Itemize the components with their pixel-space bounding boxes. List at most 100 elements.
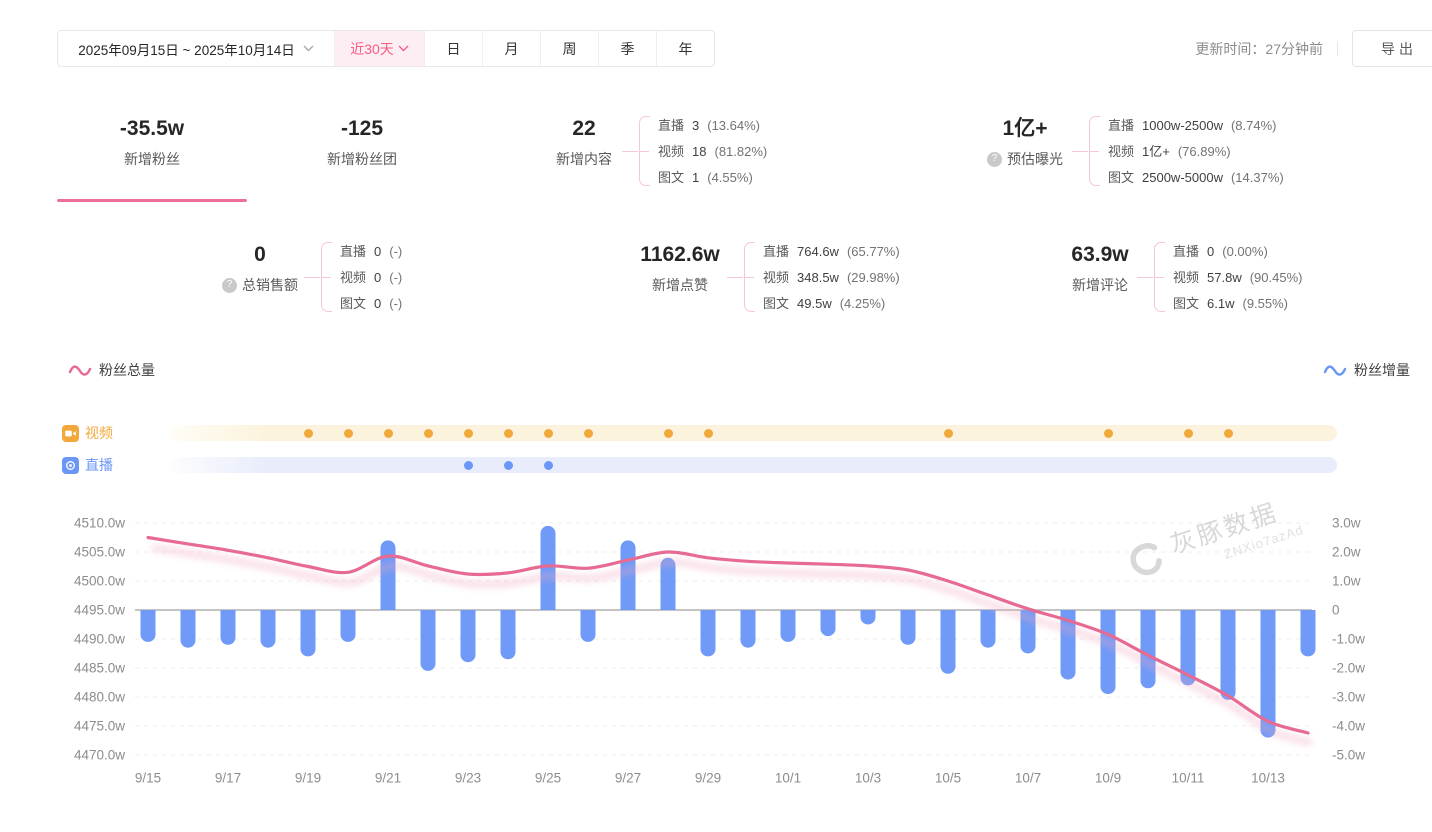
svg-text:-3.0w: -3.0w (1332, 690, 1365, 705)
video-dot[interactable] (1183, 428, 1193, 438)
stat-value-block: 1162.6w 新增点赞 (640, 243, 720, 294)
video-band-label: 视频 (62, 423, 113, 443)
video-dot[interactable] (383, 428, 393, 438)
stat-card-new-fans[interactable]: -35.5w 新增粉丝 (57, 96, 247, 202)
live-dot[interactable] (463, 460, 473, 470)
svg-text:4505.0w: 4505.0w (74, 545, 125, 560)
svg-text:0: 0 (1332, 603, 1340, 618)
tab-week[interactable]: 周 (540, 31, 598, 66)
svg-text:4470.0w: 4470.0w (74, 748, 125, 763)
stat-value-block: 1亿+ 预估曝光 (950, 96, 1100, 168)
video-dot[interactable] (423, 428, 433, 438)
svg-text:2.0w: 2.0w (1332, 545, 1361, 560)
quick-range-text: 近30天 (350, 40, 394, 57)
likes-breakdown: 直播 764.6w (65.77%) 视频 348.5w (29.98%) 图文 49.5… (727, 229, 900, 325)
stat-value-block: 63.9w 新增评论 (1071, 243, 1129, 294)
sales-breakdown: 直播 0 (-) 视频 0 (-) 图文 0 (-) (304, 229, 402, 325)
svg-text:4480.0w: 4480.0w (74, 690, 125, 705)
video-dot[interactable] (503, 428, 513, 438)
legend-fans-total[interactable]: 粉丝总量 (68, 360, 155, 380)
svg-text:10/5: 10/5 (935, 771, 961, 786)
svg-text:3.0w: 3.0w (1332, 516, 1361, 531)
stat-card-new-comments[interactable]: 63.9w 新增评论 直播 0 (0.00%) 视频 57.8w (90.45%) 图文… (1020, 222, 1432, 334)
svg-text:9/25: 9/25 (535, 771, 561, 786)
date-range-selector[interactable]: 2025年09月15日 ~ 2025年10月14日 (58, 31, 334, 66)
video-dot[interactable] (1223, 428, 1233, 438)
live-dot[interactable] (543, 460, 553, 470)
stat-card-total-sales[interactable]: 0 总销售额 直播0(-) 视频0(-) 图文0(-) (180, 222, 600, 334)
export-button[interactable]: 导出 (1352, 30, 1432, 67)
video-dot[interactable] (463, 428, 473, 438)
svg-text:10/11: 10/11 (1172, 771, 1205, 786)
date-filter-group: 2025年09月15日 ~ 2025年10月14日 近30天 日 月 周 季 年 (57, 30, 715, 67)
stat-value: -125 (340, 117, 384, 140)
legend-fans-delta[interactable]: 粉丝增量 (1323, 360, 1410, 380)
tab-year[interactable]: 年 (656, 31, 714, 66)
toolbar-right: 更新时间：27分钟前 导出 (1195, 30, 1432, 67)
svg-text:10/9: 10/9 (1095, 771, 1121, 786)
wave-icon (1323, 364, 1347, 376)
live-icon-label: 直播 (62, 455, 113, 475)
tab-day[interactable]: 日 (424, 31, 482, 66)
svg-text:10/7: 10/7 (1015, 771, 1041, 786)
svg-text:-5.0w: -5.0w (1332, 748, 1365, 763)
wave-icon (68, 364, 92, 376)
svg-text:9/19: 9/19 (295, 771, 321, 786)
live-dot[interactable] (503, 460, 513, 470)
stat-card-new-content[interactable]: 22 新增内容 直播 3 (13.64%) 视频 18 (81.82%) 图文 1 (4.5… (467, 96, 937, 208)
chevron-down-icon (398, 45, 409, 52)
video-dot[interactable] (1103, 428, 1113, 438)
svg-text:9/27: 9/27 (615, 771, 641, 786)
video-icon (62, 424, 79, 442)
help-icon[interactable] (987, 151, 1002, 167)
video-dot[interactable] (703, 428, 713, 438)
svg-text:-2.0w: -2.0w (1332, 661, 1365, 676)
svg-text:9/23: 9/23 (455, 771, 481, 786)
svg-text:9/21: 9/21 (375, 771, 401, 786)
video-dot[interactable] (303, 428, 313, 438)
svg-text:9/15: 9/15 (135, 771, 161, 786)
stat-value-block: 0 总销售额 (180, 222, 340, 294)
svg-text:-1.0w: -1.0w (1332, 632, 1365, 647)
video-dot[interactable] (583, 428, 593, 438)
svg-text:10/1: 10/1 (775, 771, 801, 786)
svg-text:-4.0w: -4.0w (1332, 719, 1365, 734)
stat-label: 新增粉丝团 (327, 151, 397, 167)
date-range-text: 2025年09月15日 ~ 2025年10月14日 (78, 42, 295, 58)
comments-breakdown: 直播 0 (0.00%) 视频 57.8w (90.45%) 图文 6.1w (9.55%) (1137, 229, 1302, 325)
stat-card-new-likes[interactable]: 1162.6w 新增点赞 直播 764.6w (65.77%) 视频 348.5w (2… (605, 222, 1025, 334)
help-icon[interactable] (222, 277, 237, 293)
video-dot[interactable] (343, 428, 353, 438)
video-dot[interactable] (943, 428, 953, 438)
svg-text:4485.0w: 4485.0w (74, 661, 125, 676)
fans-trend-chart[interactable]: 4510.0w 3.0w 4505.0w 2.0w 4500.0w 1.0w 4495.0w… (0, 505, 1432, 832)
stat-label: 新增粉丝 (124, 151, 180, 167)
svg-text:4495.0w: 4495.0w (74, 603, 125, 618)
svg-text:4500.0w: 4500.0w (74, 574, 125, 589)
quick-range-selector[interactable]: 近30天 (334, 31, 424, 66)
stat-card-new-fan-club[interactable]: -125 新增粉丝团 (267, 96, 457, 202)
svg-text:9/29: 9/29 (695, 771, 721, 786)
video-dot[interactable] (663, 428, 673, 438)
legend-label: 粉丝增量 (1354, 362, 1410, 378)
live-timeline-row: 直播 (0, 455, 1432, 475)
video-dot[interactable] (543, 428, 553, 438)
svg-text:4490.0w: 4490.0w (74, 632, 125, 647)
live-band (170, 457, 1337, 473)
video-band (170, 425, 1337, 441)
tab-season[interactable]: 季 (598, 31, 656, 66)
toolbar: 2025年09月15日 ~ 2025年10月14日 近30天 日 月 周 季 年… (57, 30, 1432, 67)
stat-value: -35.5w (119, 117, 185, 140)
svg-text:9/17: 9/17 (215, 771, 241, 786)
active-underline (57, 199, 247, 202)
stats-row-1: -35.5w 新增粉丝 -125 新增粉丝团 22 新增内容 直播 3 (13.64… (0, 96, 1432, 208)
stats-row-2: 0 总销售额 直播0(-) 视频0(-) 图文0(-) 1162.6w 新增点赞… (0, 222, 1432, 334)
exposure-breakdown: 直播 1000w-2500w (8.74%) 视频 1亿+ (76.89%) 图文 250… (1072, 103, 1284, 199)
divider (1337, 41, 1338, 56)
tab-month[interactable]: 月 (482, 31, 540, 66)
update-time-text: 更新时间：27分钟前 (1195, 40, 1323, 57)
svg-text:1.0w: 1.0w (1332, 574, 1361, 589)
svg-text:10/13: 10/13 (1251, 771, 1285, 786)
content-breakdown: 直播 3 (13.64%) 视频 18 (81.82%) 图文 1 (4.55%) (622, 103, 767, 199)
